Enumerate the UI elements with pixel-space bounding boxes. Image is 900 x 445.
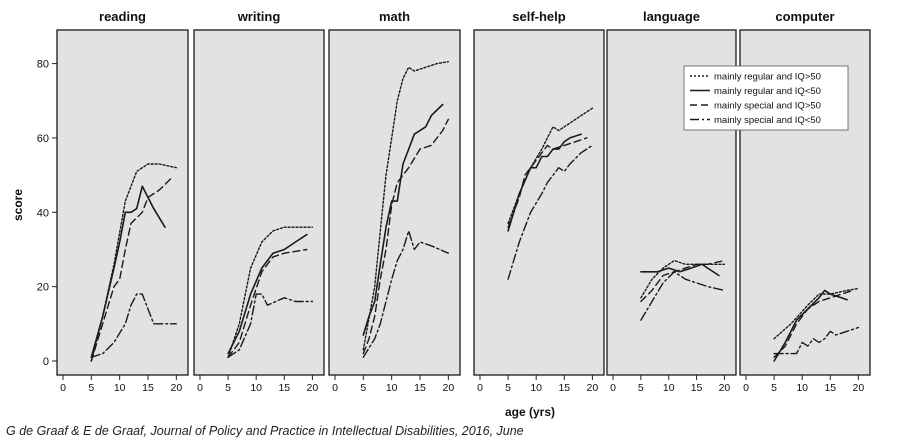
panel-title-writing: writing [237,9,281,24]
y-tick-label: 40 [37,207,49,219]
series-line-math-mainly-special-and-iq-50 [362,230,449,358]
series-line-writing-mainly-regular-and-iq-50 [227,233,308,355]
y-tick-label: 80 [37,59,49,71]
x-tick-label: 15 [558,382,570,394]
series-line-language-mainly-special-and-iq-50 [640,271,726,321]
series-line-language-mainly-special-and-iq-50 [640,259,726,303]
panel-title-computer: computer [775,9,834,24]
y-tick-label: 0 [43,356,49,368]
x-tick-label: 20 [587,382,599,394]
series-line-writing-mainly-regular-and-iq-50 [227,226,314,358]
panel-title-self-help: self-help [512,9,566,24]
panel-title-math: math [379,9,410,24]
x-tick-label: 20 [307,382,319,394]
x-tick-label: 0 [477,382,483,394]
legend-label-mainly-special-and-iq-50: mainly special and IQ<50 [714,115,821,126]
x-tick-label: 5 [505,382,511,394]
x-tick-label: 15 [824,382,836,394]
legend-label-mainly-special-and-iq-50: mainly special and IQ>50 [714,101,821,112]
panel-title-reading: reading [99,9,146,24]
series-line-self-help-mainly-special-and-iq-50 [507,137,588,228]
y-tick-label: 20 [37,282,49,294]
panel-math [328,29,461,376]
x-tick-label: 20 [853,382,865,394]
series-line-math-mainly-regular-and-iq-50 [362,61,449,351]
y-axis-label: score [11,189,25,221]
x-tick-label: 20 [442,382,454,394]
x-tick-label: 5 [88,382,94,394]
series-line-self-help-mainly-regular-and-iq-50 [507,133,582,232]
source-caption: G de Graaf & E de Graaf, Journal of Poli… [6,424,524,438]
series-line-reading-mainly-special-and-iq-50 [90,178,172,362]
legend-box [683,65,849,131]
x-tick-label: 15 [278,382,290,394]
x-tick-label: 15 [414,382,426,394]
x-tick-label: 10 [663,382,675,394]
series-line-reading-mainly-regular-and-iq-50 [90,163,178,362]
x-tick-label: 0 [332,382,338,394]
x-tick-label: 0 [743,382,749,394]
series-line-writing-mainly-special-and-iq-50 [227,248,308,358]
legend-label-mainly-regular-and-iq-50: mainly regular and IQ>50 [714,72,821,83]
legend-label-mainly-regular-and-iq-50: mainly regular and IQ<50 [714,86,821,97]
series-line-math-mainly-special-and-iq-50 [362,118,449,355]
series-line-self-help-mainly-special-and-iq-50 [507,144,594,280]
panel-reading [56,29,189,376]
series-line-math-mainly-regular-and-iq-50 [362,103,444,336]
x-tick-label: 10 [530,382,542,394]
x-tick-label: 20 [719,382,731,394]
x-tick-label: 0 [60,382,66,394]
series-line-language-mainly-regular-and-iq-50 [640,263,720,277]
series-line-writing-mainly-special-and-iq-50 [227,293,314,358]
x-tick-label: 10 [386,382,398,394]
x-tick-label: 10 [114,382,126,394]
x-tick-label: 10 [250,382,262,394]
panel-self-help [473,29,605,376]
x-tick-label: 5 [225,382,231,394]
series-line-computer-mainly-special-and-iq-50 [773,289,854,358]
panel-title-language: language [643,9,700,24]
series-line-computer-mainly-regular-and-iq-50 [773,287,860,340]
series-line-reading-mainly-regular-and-iq-50 [90,185,166,359]
x-tick-label: 0 [610,382,616,394]
x-tick-label: 15 [691,382,703,394]
x-tick-label: 0 [197,382,203,394]
panel-writing [193,29,325,376]
faceted-line-chart: score 0 20 40 60 80 reading 0 5 10 15 20 writing 0 5 10… [11,9,871,419]
series-line-computer-mainly-special-and-iq-50 [773,326,860,355]
y-tick-label: 60 [37,133,49,145]
series-line-computer-mainly-regular-and-iq-50 [773,289,848,362]
x-tick-label: 10 [796,382,808,394]
series-line-reading-mainly-special-and-iq-50 [90,293,178,358]
x-tick-label: 15 [142,382,154,394]
x-tick-label: 20 [170,382,182,394]
x-tick-label: 5 [771,382,777,394]
x-tick-label: 5 [638,382,644,394]
x-tick-label: 5 [360,382,366,394]
x-axis-label: age (yrs) [505,405,555,419]
